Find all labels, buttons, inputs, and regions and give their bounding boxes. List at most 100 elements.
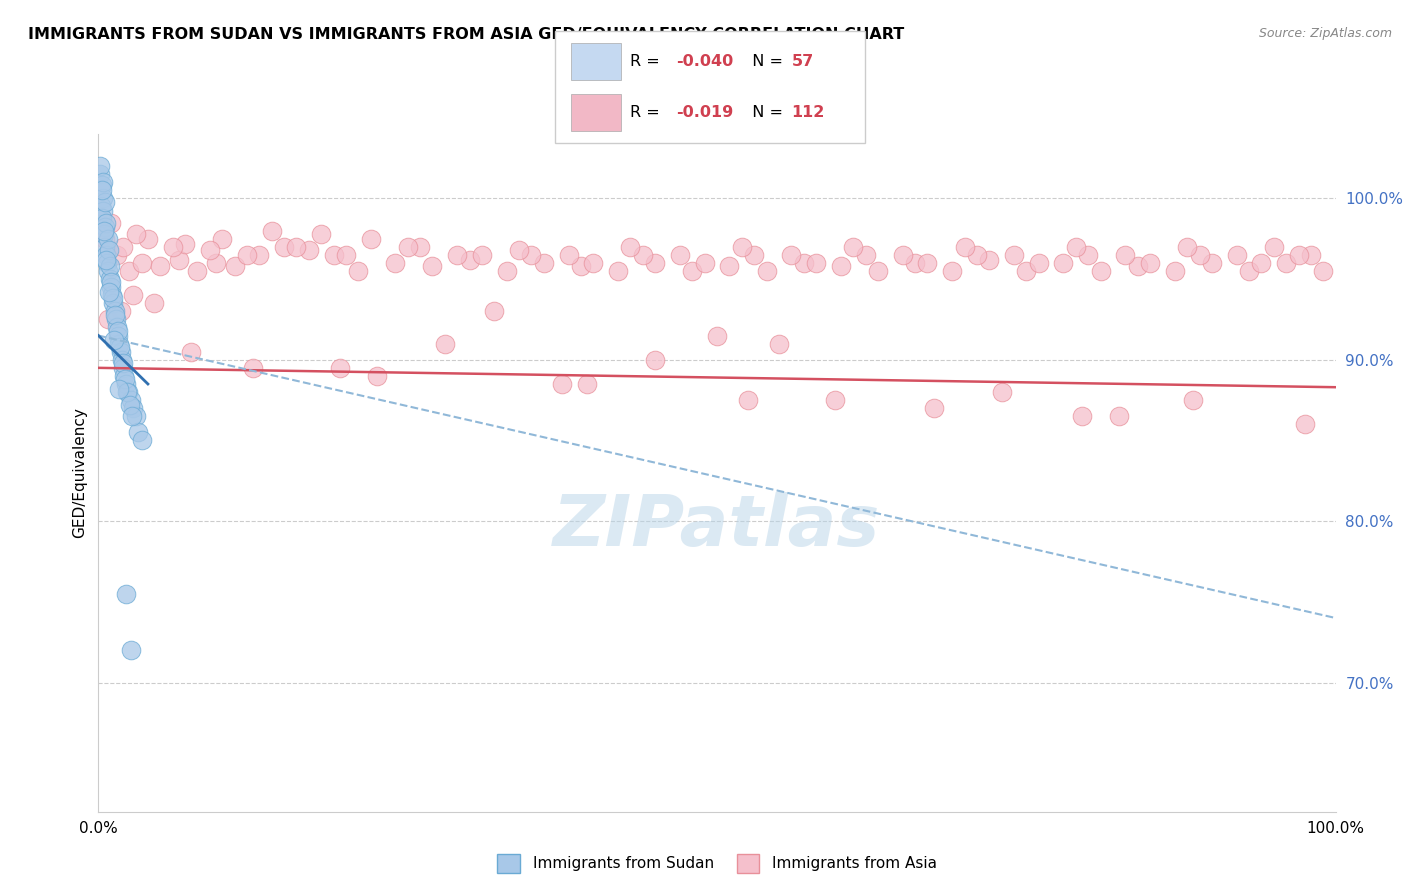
- Point: [112, 368, 135, 383]
- Point: [1052, 256, 1074, 270]
- Point: [273, 240, 295, 254]
- Point: [1288, 248, 1310, 262]
- Point: [557, 248, 579, 262]
- Point: [118, 264, 141, 278]
- Point: [755, 264, 778, 278]
- Point: [582, 256, 605, 270]
- Point: [855, 248, 877, 262]
- Point: [112, 240, 135, 254]
- Point: [718, 259, 741, 273]
- Point: [644, 352, 666, 367]
- Point: [120, 643, 142, 657]
- Point: [93, 220, 115, 235]
- Point: [104, 308, 127, 322]
- Point: [97, 312, 120, 326]
- Point: [804, 256, 827, 270]
- Point: [922, 401, 945, 416]
- Point: [422, 259, 444, 273]
- Text: -0.019: -0.019: [676, 105, 734, 120]
- Point: [114, 372, 136, 386]
- Point: [105, 320, 128, 334]
- Point: [1294, 417, 1316, 432]
- Point: [93, 224, 115, 238]
- Point: [1188, 248, 1211, 262]
- Point: [824, 393, 846, 408]
- Point: [830, 259, 852, 273]
- Point: [1139, 256, 1161, 270]
- Point: [107, 328, 129, 343]
- Point: [96, 256, 118, 270]
- Point: [174, 236, 197, 251]
- Point: [260, 224, 283, 238]
- Point: [167, 252, 190, 267]
- Text: -0.040: -0.040: [676, 54, 734, 69]
- Point: [780, 248, 803, 262]
- Point: [110, 304, 132, 318]
- Point: [101, 288, 124, 302]
- Point: [706, 328, 728, 343]
- Point: [91, 211, 114, 225]
- Point: [366, 368, 388, 383]
- Point: [97, 264, 120, 278]
- Point: [644, 256, 666, 270]
- Point: [941, 264, 963, 278]
- Y-axis label: GED/Equivalency: GED/Equivalency: [72, 408, 87, 538]
- Point: [731, 240, 754, 254]
- Point: [100, 275, 122, 289]
- Point: [180, 344, 202, 359]
- Point: [904, 256, 927, 270]
- Point: [495, 264, 517, 278]
- Point: [242, 360, 264, 375]
- Point: [111, 356, 134, 370]
- Point: [396, 240, 419, 254]
- Point: [107, 324, 129, 338]
- Point: [298, 243, 321, 257]
- Point: [866, 264, 889, 278]
- Point: [97, 285, 120, 299]
- Point: [569, 259, 592, 273]
- Text: 57: 57: [792, 54, 814, 69]
- Point: [1275, 256, 1298, 270]
- Point: [1226, 248, 1249, 262]
- Text: 112: 112: [792, 105, 825, 120]
- Point: [309, 227, 332, 241]
- Point: [1071, 409, 1094, 424]
- Text: N =: N =: [742, 54, 789, 69]
- Point: [669, 248, 692, 262]
- Point: [737, 393, 759, 408]
- Point: [186, 264, 208, 278]
- Point: [122, 401, 145, 416]
- Point: [124, 409, 146, 424]
- Point: [100, 216, 122, 230]
- Point: [1182, 393, 1205, 408]
- Point: [136, 232, 159, 246]
- Point: [484, 304, 506, 318]
- Point: [335, 248, 357, 262]
- Point: [105, 248, 128, 262]
- Point: [508, 243, 530, 257]
- Point: [1299, 248, 1322, 262]
- Point: [1077, 248, 1099, 262]
- Point: [285, 240, 308, 254]
- Point: [1164, 264, 1187, 278]
- Point: [117, 385, 139, 400]
- Point: [120, 393, 142, 408]
- Point: [446, 248, 468, 262]
- Point: [1090, 264, 1112, 278]
- Point: [409, 240, 432, 254]
- Point: [917, 256, 939, 270]
- Point: [607, 264, 630, 278]
- Point: [100, 280, 122, 294]
- Point: [891, 248, 914, 262]
- Point: [127, 425, 149, 440]
- Point: [1002, 248, 1025, 262]
- Point: [108, 336, 131, 351]
- Point: [198, 243, 221, 257]
- Point: [89, 159, 111, 173]
- Point: [1201, 256, 1223, 270]
- Point: [576, 376, 599, 391]
- Point: [619, 240, 641, 254]
- Point: [121, 409, 143, 424]
- Text: R =: R =: [630, 105, 665, 120]
- Point: [842, 240, 865, 254]
